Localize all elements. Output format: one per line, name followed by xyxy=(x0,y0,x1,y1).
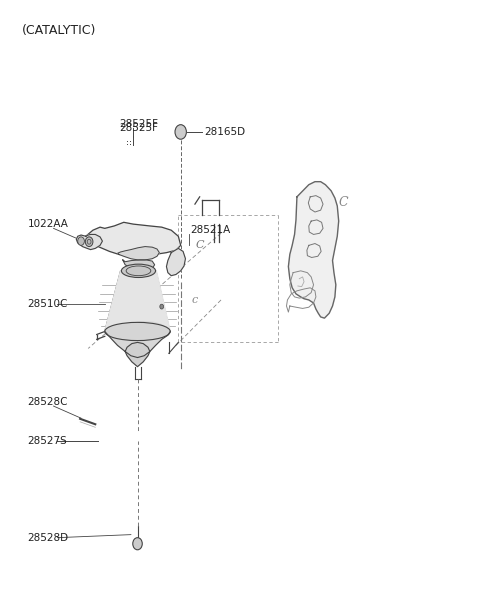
Text: C: C xyxy=(338,196,348,209)
Ellipse shape xyxy=(121,264,156,277)
Ellipse shape xyxy=(105,323,170,340)
Polygon shape xyxy=(118,247,159,260)
Text: 28521A: 28521A xyxy=(190,225,230,235)
Circle shape xyxy=(85,237,93,247)
Text: C: C xyxy=(195,241,204,250)
Polygon shape xyxy=(76,234,102,250)
Polygon shape xyxy=(125,342,150,367)
Text: c: c xyxy=(192,295,198,305)
Text: 28165D: 28165D xyxy=(204,127,246,137)
Polygon shape xyxy=(123,260,155,271)
Text: ..: .. xyxy=(126,134,132,144)
Text: 28525F: 28525F xyxy=(119,123,158,133)
Polygon shape xyxy=(105,272,170,332)
Circle shape xyxy=(175,125,186,139)
Text: 28528C: 28528C xyxy=(27,397,68,407)
Circle shape xyxy=(160,304,164,309)
Circle shape xyxy=(78,237,84,245)
Text: ..: .. xyxy=(125,137,132,147)
Text: 1022AA: 1022AA xyxy=(27,219,68,229)
Text: 28528D: 28528D xyxy=(27,532,69,543)
Text: 28527S: 28527S xyxy=(27,436,67,446)
Text: 28510C: 28510C xyxy=(27,299,68,309)
Polygon shape xyxy=(105,322,170,357)
Text: 28525F: 28525F xyxy=(119,119,158,129)
Polygon shape xyxy=(288,182,339,318)
Circle shape xyxy=(133,538,142,550)
Polygon shape xyxy=(167,248,185,275)
Polygon shape xyxy=(86,222,180,256)
Text: (CATALYTIC): (CATALYTIC) xyxy=(22,24,96,37)
